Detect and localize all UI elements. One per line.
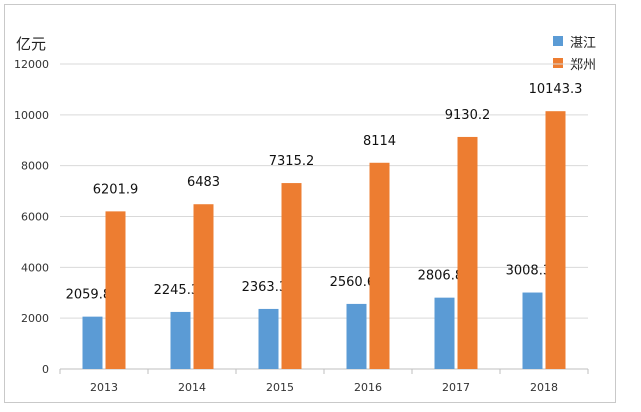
y-tick-label: 6000: [21, 211, 49, 224]
bar-zhengzhou: [545, 111, 566, 369]
legend-swatch-zhengzhou: [553, 58, 563, 68]
x-tick-label: 2015: [266, 381, 294, 394]
bar-zhanjiang: [522, 292, 543, 369]
y-tick-label: 2000: [21, 312, 49, 325]
bar-zhengzhou: [369, 162, 390, 369]
x-tick-label: 2016: [354, 381, 382, 394]
bar-zhanjiang: [82, 316, 103, 369]
data-label: 6483: [187, 175, 220, 190]
bar-zhengzhou: [193, 204, 214, 369]
y-tick-label: 12000: [14, 58, 49, 71]
legend-label-zhengzhou: 郑州: [570, 57, 597, 73]
y-axis-unit-label: 亿元: [16, 35, 47, 53]
bar-zhengzhou: [457, 136, 478, 369]
data-label: 10143.3: [529, 82, 583, 97]
bar-zhanjiang: [258, 308, 279, 369]
legend: 湛江 郑州: [553, 30, 596, 74]
bar-zhanjiang: [346, 303, 367, 369]
x-tick-label: 2014: [178, 381, 206, 394]
x-tick-label: 2017: [442, 381, 470, 394]
legend-item-zhanjiang: 湛江: [553, 30, 596, 52]
y-tick-label: 4000: [21, 261, 49, 274]
legend-item-zhengzhou: 郑州: [553, 52, 596, 74]
legend-swatch-zhanjiang: [553, 36, 563, 46]
data-label: 6201.9: [93, 182, 139, 197]
y-tick-label: 10000: [14, 109, 49, 122]
data-label: 7315.2: [269, 154, 315, 169]
bar-zhanjiang: [434, 297, 455, 369]
bar-zhanjiang: [170, 311, 191, 369]
x-tick-label: 2013: [90, 381, 118, 394]
y-tick-label: 0: [42, 363, 49, 376]
legend-label-zhanjiang: 湛江: [570, 35, 597, 51]
data-label: 9130.2: [445, 108, 491, 123]
bar-zhengzhou: [105, 211, 126, 369]
data-label: 8114: [363, 134, 396, 149]
x-tick-label: 2018: [530, 381, 558, 394]
bar-zhengzhou: [281, 183, 302, 369]
y-tick-label: 8000: [21, 160, 49, 173]
